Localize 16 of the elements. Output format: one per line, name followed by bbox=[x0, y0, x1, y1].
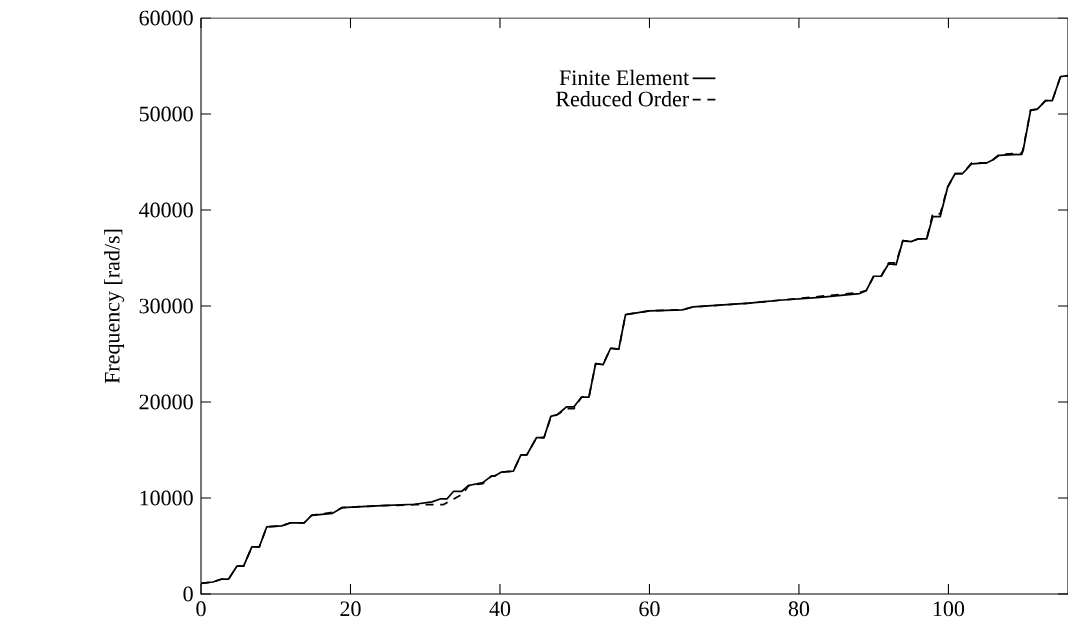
y-tick-label: 30000 bbox=[139, 298, 193, 314]
x-tick-label: 80 bbox=[788, 601, 810, 617]
y-tick-label: 10000 bbox=[140, 490, 193, 506]
x-tick-label: 60 bbox=[639, 601, 660, 617]
x-tick-label: 20 bbox=[340, 601, 361, 617]
y-tick-label: 50000 bbox=[139, 106, 193, 122]
x-tick-label: 40 bbox=[489, 601, 511, 617]
x-tick-label: 0 bbox=[196, 601, 206, 617]
y-tick-label: 40000 bbox=[139, 202, 193, 218]
y-tick-label: 60000 bbox=[139, 10, 193, 26]
legend-label: Finite Element bbox=[559, 69, 690, 86]
y-axis-title: Frequency [rad/s] bbox=[104, 229, 125, 384]
y-tick-label: 0 bbox=[183, 586, 193, 602]
legend-label: Reduced Order bbox=[556, 90, 689, 107]
y-tick-label: 20000 bbox=[139, 394, 193, 410]
x-tick-label: 100 bbox=[933, 601, 965, 617]
